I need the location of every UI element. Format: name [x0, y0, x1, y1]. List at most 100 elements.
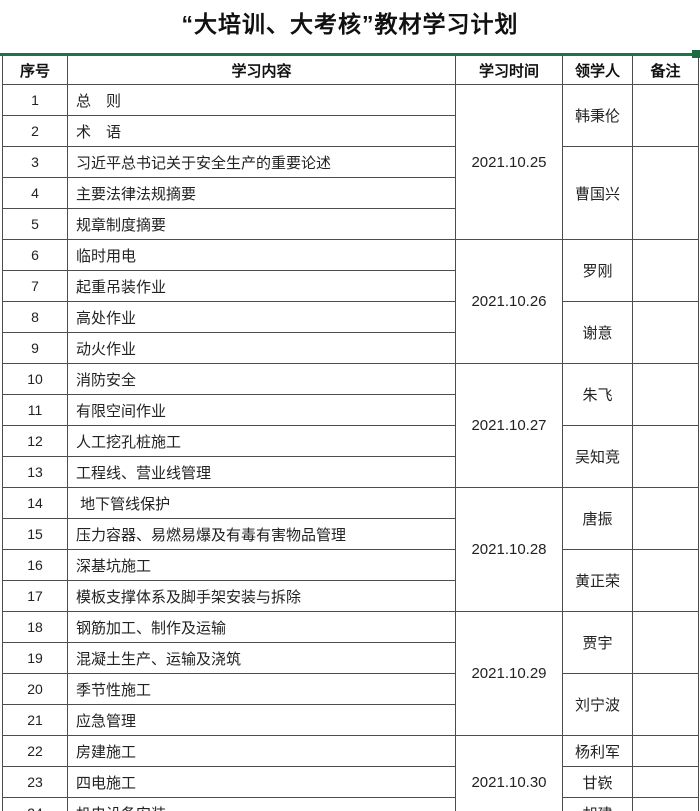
cell-leader: 吴知竞 [562, 425, 633, 488]
cell-remark [632, 673, 699, 736]
cell-remark [632, 735, 699, 767]
learning-plan-table: 序号 学习内容 学习时间 领学人 备注 1 总 则 2021.10.25 韩秉伦… [2, 56, 699, 811]
cell-content: 有限空间作业 [67, 394, 456, 426]
table-row: 9 动火作业 [2, 332, 699, 364]
table-row: 19 混凝土生产、运输及浇筑 [2, 642, 699, 674]
cell-leader: 胡建 [562, 797, 633, 811]
page-title: “大培训、大考核”教材学习计划 [181, 11, 519, 37]
cell-no: 23 [2, 766, 68, 798]
cell-content: 季节性施工 [67, 673, 456, 705]
cell-no: 7 [2, 270, 68, 302]
table-row: 4 主要法律法规摘要 [2, 177, 699, 209]
cell-content: 人工挖孔桩施工 [67, 425, 456, 457]
cell-leader: 刘宁波 [562, 673, 633, 736]
cell-no: 22 [2, 735, 68, 767]
table-row: 10 消防安全 2021.10.27 朱飞 [2, 363, 699, 488]
green-handle-square [692, 50, 700, 58]
table-row: 1 总 则 2021.10.25 韩秉伦 [2, 84, 699, 240]
cell-leader: 罗刚 [562, 239, 633, 302]
green-top-border [0, 50, 700, 58]
cell-content: 消防安全 [67, 363, 456, 395]
cell-remark [632, 766, 699, 798]
cell-content: 地下管线保护 [67, 487, 456, 519]
cell-no: 13 [2, 456, 68, 488]
table-row: 8 高处作业 谢意 [2, 301, 699, 364]
cell-no: 15 [2, 518, 68, 550]
cell-content: 工程线、营业线管理 [67, 456, 456, 488]
cell-content: 总 则 [67, 84, 456, 116]
cell-content: 习近平总书记关于安全生产的重要论述 [67, 146, 456, 178]
cell-content: 起重吊装作业 [67, 270, 456, 302]
col-header-no: 序号 [2, 56, 68, 85]
cell-content: 应急管理 [67, 704, 456, 736]
cell-content: 高处作业 [67, 301, 456, 333]
cell-remark [632, 146, 699, 240]
cell-no: 3 [2, 146, 68, 178]
table-row: 5 规章制度摘要 [2, 208, 699, 240]
table-row: 22 房建施工 2021.10.30 杨利军 [2, 735, 699, 811]
cell-content: 临时用电 [67, 239, 456, 271]
table-row: 21 应急管理 [2, 704, 699, 736]
cell-no: 14 [2, 487, 68, 519]
cell-no: 1 [2, 84, 68, 116]
table-row: 3 习近平总书记关于安全生产的重要论述 曹国兴 [2, 146, 699, 240]
cell-leader: 黄正荣 [562, 549, 633, 612]
table-row: 12 人工挖孔桩施工 吴知竞 [2, 425, 699, 488]
cell-leader: 唐振 [562, 487, 633, 550]
cell-leader: 贾宇 [562, 611, 633, 674]
table-row: 18 钢筋加工、制作及运输 2021.10.29 贾宇 [2, 611, 699, 736]
cell-leader: 曹国兴 [562, 146, 633, 240]
cell-leader: 朱飞 [562, 363, 633, 426]
cell-time: 2021.10.28 [455, 487, 563, 612]
cell-remark [632, 363, 699, 426]
col-header-leader: 领学人 [562, 56, 633, 85]
table-row: 24 机电设备安装 胡建 [2, 797, 699, 811]
cell-remark [632, 425, 699, 488]
header-row: 序号 学习内容 学习时间 领学人 备注 [2, 56, 699, 85]
cell-content: 规章制度摘要 [67, 208, 456, 240]
cell-content: 深基坑施工 [67, 549, 456, 581]
cell-remark [632, 611, 699, 674]
table-row: 11 有限空间作业 [2, 394, 699, 426]
table-row: 16 深基坑施工 黄正荣 [2, 549, 699, 612]
cell-no: 10 [2, 363, 68, 395]
cell-remark [632, 797, 699, 811]
cell-time: 2021.10.26 [455, 239, 563, 364]
cell-no: 2 [2, 115, 68, 147]
cell-content: 模板支撑体系及脚手架安装与拆除 [67, 580, 456, 612]
col-header-remark: 备注 [632, 56, 699, 85]
table-row: 20 季节性施工 刘宁波 [2, 673, 699, 736]
cell-content: 动火作业 [67, 332, 456, 364]
table-row: 6 临时用电 2021.10.26 罗刚 [2, 239, 699, 364]
cell-no: 17 [2, 580, 68, 612]
cell-content: 机电设备安装 [67, 797, 456, 811]
cell-no: 12 [2, 425, 68, 457]
cell-no: 24 [2, 797, 68, 811]
table-row: 17 模板支撑体系及脚手架安装与拆除 [2, 580, 699, 612]
cell-content: 房建施工 [67, 735, 456, 767]
cell-remark [632, 301, 699, 364]
cell-remark [632, 84, 699, 147]
cell-no: 8 [2, 301, 68, 333]
cell-content: 压力容器、易燃易爆及有毒有害物品管理 [67, 518, 456, 550]
cell-content: 混凝土生产、运输及浇筑 [67, 642, 456, 674]
col-header-content: 学习内容 [67, 56, 456, 85]
cell-leader: 杨利军 [562, 735, 633, 767]
cell-content: 四电施工 [67, 766, 456, 798]
col-header-time: 学习时间 [455, 56, 563, 85]
cell-time: 2021.10.30 [455, 735, 563, 811]
cell-time: 2021.10.27 [455, 363, 563, 488]
cell-leader: 韩秉伦 [562, 84, 633, 147]
cell-no: 21 [2, 704, 68, 736]
cell-no: 16 [2, 549, 68, 581]
table-row: 13 工程线、营业线管理 [2, 456, 699, 488]
cell-no: 20 [2, 673, 68, 705]
cell-no: 5 [2, 208, 68, 240]
cell-time: 2021.10.29 [455, 611, 563, 736]
cell-no: 4 [2, 177, 68, 209]
table-row: 14 地下管线保护 2021.10.28 唐振 [2, 487, 699, 612]
cell-no: 6 [2, 239, 68, 271]
cell-content: 术 语 [67, 115, 456, 147]
cell-remark [632, 239, 699, 302]
